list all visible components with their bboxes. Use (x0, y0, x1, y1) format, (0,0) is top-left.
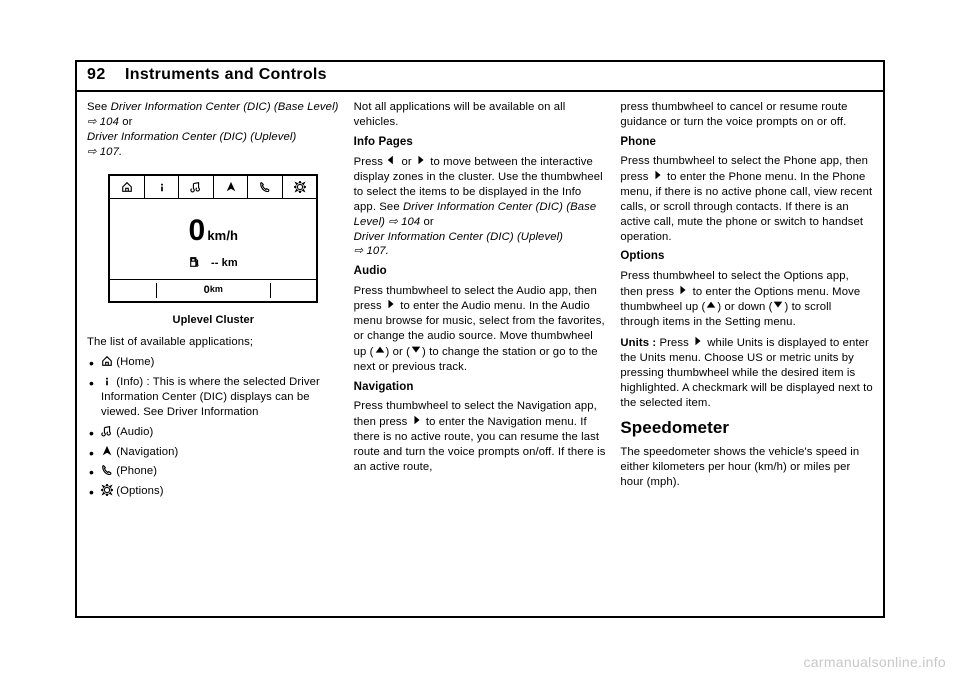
watermark: carmanualsonline.info (804, 654, 947, 670)
right-icon (411, 414, 423, 426)
app-phone: (Phone) (87, 464, 340, 479)
c3-phone: Press thumbwheel to select the Phone app… (620, 154, 873, 244)
down-icon (410, 344, 422, 356)
heading-navigation: Navigation (354, 380, 607, 395)
cluster-speed-area: 0km/h -- km (110, 199, 316, 279)
cluster-icon-phone (248, 176, 283, 198)
right-icon (692, 335, 704, 347)
page-title: Instruments and Controls (125, 66, 327, 84)
phone-icon (101, 464, 113, 476)
app-list: (Home) (Info) : This is where the select… (87, 355, 340, 499)
heading-phone: Phone (620, 135, 873, 150)
app-info: (Info) : This is where the selected Driv… (87, 375, 340, 420)
column-2: Not all applications will be available o… (354, 100, 607, 610)
right-icon (652, 169, 664, 181)
c3-nav-cont: press thumbwheel to cancel or resume rou… (620, 100, 873, 130)
c2-info: Press or to move between the interactive… (354, 154, 607, 259)
fuel-icon (189, 256, 201, 268)
list-intro: The list of available applications; (87, 335, 340, 350)
c3-speedo: The speedometer shows the vehicle's spee… (620, 445, 873, 490)
cluster-caption: Uplevel Cluster (87, 313, 340, 328)
heading-info-pages: Info Pages (354, 135, 607, 150)
heading-audio: Audio (354, 264, 607, 279)
nav-icon (101, 445, 113, 457)
right-icon (415, 154, 427, 166)
cluster-icon-audio (179, 176, 214, 198)
header-rule (77, 90, 883, 92)
cluster-speed-unit: km/h (207, 228, 238, 243)
app-options: (Options) (87, 484, 340, 499)
up-icon (374, 344, 386, 356)
cluster-speed: 0 (189, 211, 206, 251)
audio-icon (101, 425, 113, 437)
right-icon (385, 298, 397, 310)
cluster-display: 0km/h -- km 0km (108, 174, 318, 303)
cluster-icon-home (110, 176, 145, 198)
columns: See Driver Information Center (DIC) (Bas… (87, 100, 873, 610)
options-icon (101, 484, 113, 496)
app-audio: (Audio) (87, 425, 340, 440)
home-icon (101, 355, 113, 367)
cluster-icon-nav (214, 176, 249, 198)
cluster-icon-info (145, 176, 180, 198)
cluster-odo: 0km (110, 279, 316, 301)
left-icon (386, 154, 398, 166)
cluster-figure: 0km/h -- km 0km Uplevel Cluster (87, 174, 340, 328)
column-1: See Driver Information Center (DIC) (Bas… (87, 100, 340, 610)
app-nav: (Navigation) (87, 445, 340, 460)
column-3: press thumbwheel to cancel or resume rou… (620, 100, 873, 610)
cluster-icon-options (283, 176, 317, 198)
c2-nav: Press thumbwheel to select the Navigatio… (354, 399, 607, 475)
see-ref: See Driver Information Center (DIC) (Bas… (87, 100, 340, 160)
page-frame: 92 Instruments and Controls See Driver I… (75, 60, 885, 618)
cluster-range: -- km (110, 256, 316, 271)
heading-speedometer: Speedometer (620, 417, 873, 439)
info-icon (101, 375, 113, 387)
c2-p1: Not all applications will be available o… (354, 100, 607, 130)
right-icon (677, 284, 689, 296)
app-home: (Home) (87, 355, 340, 370)
down-icon (772, 299, 784, 311)
c3-options: Press thumbwheel to select the Options a… (620, 269, 873, 331)
c3-units: Units : Press while Units is displayed t… (620, 335, 873, 411)
cluster-icon-row (110, 176, 316, 199)
heading-options: Options (620, 249, 873, 264)
up-icon (705, 299, 717, 311)
c2-audio: Press thumbwheel to select the Audio app… (354, 284, 607, 375)
page-number: 92 (87, 66, 106, 84)
